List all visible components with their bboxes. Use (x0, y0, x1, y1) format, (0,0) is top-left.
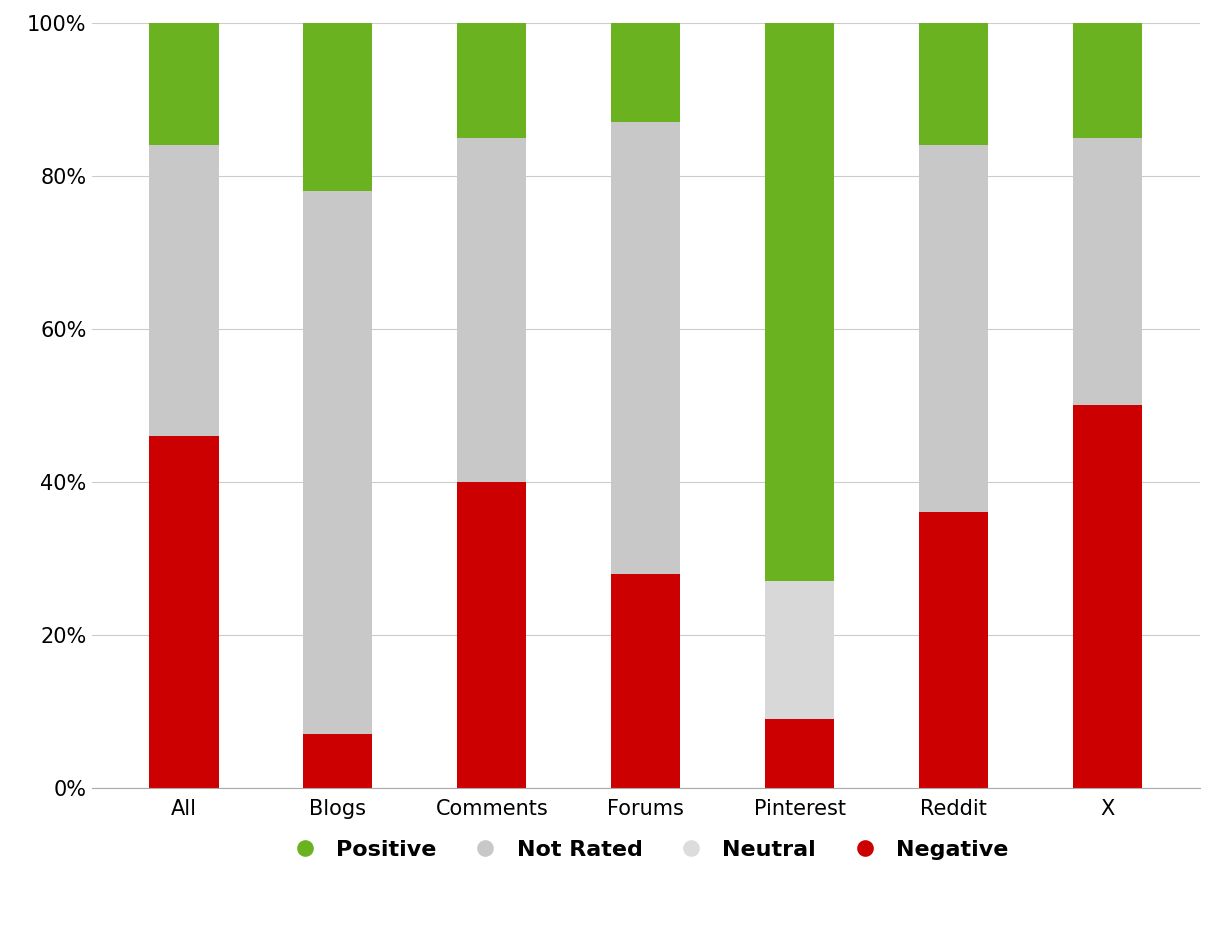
Bar (457, 23, 526, 137)
Bar (611, 573, 680, 787)
Bar (919, 23, 988, 146)
Bar (611, 122, 680, 573)
Legend: Positive, Not Rated, Neutral, Negative: Positive, Not Rated, Neutral, Negative (275, 830, 1017, 869)
Bar (304, 734, 373, 787)
Bar (457, 482, 526, 787)
Bar (765, 581, 835, 719)
Bar (765, 719, 835, 787)
Bar (149, 23, 219, 146)
Bar (457, 137, 526, 482)
Bar (765, 23, 835, 581)
Bar (611, 23, 680, 122)
Bar (1073, 405, 1142, 787)
Bar (1073, 23, 1142, 137)
Bar (1073, 137, 1142, 405)
Bar (304, 191, 373, 734)
Bar (149, 436, 219, 787)
Bar (919, 513, 988, 787)
Bar (149, 146, 219, 436)
Bar (304, 23, 373, 191)
Bar (919, 146, 988, 513)
